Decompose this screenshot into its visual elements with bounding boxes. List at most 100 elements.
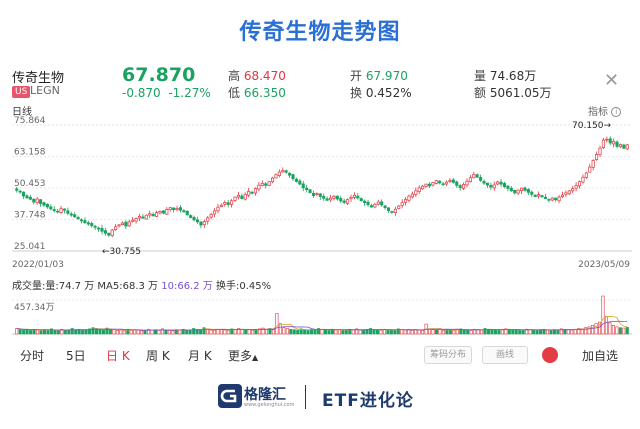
candle-body [216,206,220,212]
close-icon[interactable]: ✕ [604,70,620,91]
volume-bar [462,329,466,335]
volume-bar [178,329,182,335]
candle-body [472,174,476,179]
volume-bar [46,330,50,335]
change-value: -0.870 [122,86,161,100]
candle-body [550,197,554,201]
volume-bar [549,330,553,335]
last-price: 67.870 [122,64,196,86]
ticker-symbol: LEGN [30,84,60,97]
volume-bar [618,327,622,335]
volume-bar [95,328,99,335]
candle-body [226,202,230,205]
volume-bar [493,329,497,335]
candle-body [465,180,469,186]
x-end-label: 2023/05/09 [578,260,630,270]
caret-up-icon: ▲ [252,353,259,362]
footer: 格隆汇 www.gelonghui.com ETF进化论 [0,380,640,420]
tab-daily-k[interactable]: 日 K [106,349,130,363]
candle-body [35,198,39,204]
candle-body [427,183,431,187]
volume-chart[interactable]: 457.34万 [0,290,640,338]
candle-body [120,222,124,226]
candle-body [479,176,483,181]
tab-weekly-k[interactable]: 周 K [146,349,170,363]
volume-bar [258,328,262,335]
volume-bar [351,329,355,335]
volume-bar [317,328,321,335]
tab-5day[interactable]: 5日 [66,349,86,363]
volume-bar [417,329,421,335]
price-chart[interactable]: 75.864 63.158 50.453 37.748 25.041 2022/01/0… [0,115,640,275]
volume-bar [587,326,591,335]
candle-body [66,210,70,214]
candle-body [441,183,445,186]
volume-bar [431,329,435,335]
volume-bar [185,330,189,335]
candle-body [482,181,486,184]
candle-body [383,205,387,209]
volume-bar [49,328,53,335]
candle-body [417,187,421,192]
candle-body [380,201,384,206]
candle-body [530,191,534,195]
volume-bar [261,327,265,335]
candle-body [533,194,537,197]
volume-bar [448,329,452,335]
candle-body [202,221,206,226]
volume-bar [535,330,539,335]
candle-body [595,154,599,161]
candle-body [601,139,605,148]
candle-body [625,144,629,150]
volume-bar [434,329,438,335]
add-watchlist-button[interactable]: 加自选 [582,349,619,363]
volume-bar [112,329,116,335]
tab-monthly-k[interactable]: 月 K [188,349,212,363]
candle-body [431,182,435,186]
candle-body [52,209,56,212]
volume-bar [552,329,556,335]
volume-ma-lines [16,315,628,331]
volume-bar [445,329,449,335]
volume-bar [63,330,67,335]
tab-more[interactable]: 更多▲ [228,349,259,363]
volume-bar [101,329,105,335]
candle-body [28,196,32,200]
candle-body [349,196,353,200]
volume-bar [483,328,487,335]
y-tick-label: 50.453 [14,179,46,189]
candle-body [100,227,104,232]
candle-body [25,195,29,199]
volume-bar [400,329,404,335]
candle-body [189,215,193,218]
volume-bar [542,328,546,335]
volume-bar [358,329,362,335]
footer-divider [305,385,306,409]
candle-body [260,183,264,186]
volume-bar [414,329,418,335]
tab-intraday[interactable]: 分时 [20,349,45,363]
volume-bar [122,330,126,335]
candle-body [182,210,186,213]
indicator-button[interactable]: 指标 i [588,103,622,118]
volume-bar [299,328,303,335]
candle-body [485,182,489,186]
volume-bar [594,323,598,335]
candle-body [86,222,90,225]
volume-bar [60,328,64,335]
volume-bar [344,329,348,335]
volume-bar [292,329,296,335]
record-dot-button[interactable] [542,347,558,363]
candle-body [274,174,278,179]
draw-line-button[interactable]: 画线 [482,346,528,364]
volume-bar [36,329,40,335]
brand-url: www.gelonghui.com [244,402,295,408]
volume-bar [181,328,185,335]
candle-body [155,212,159,217]
info-icon: i [611,107,622,117]
candle-body [489,184,493,188]
candle-body [577,181,582,187]
volume-bar [70,328,74,335]
candle-body [165,209,169,215]
chip-distribution-button[interactable]: 筹码分布 [424,346,472,364]
